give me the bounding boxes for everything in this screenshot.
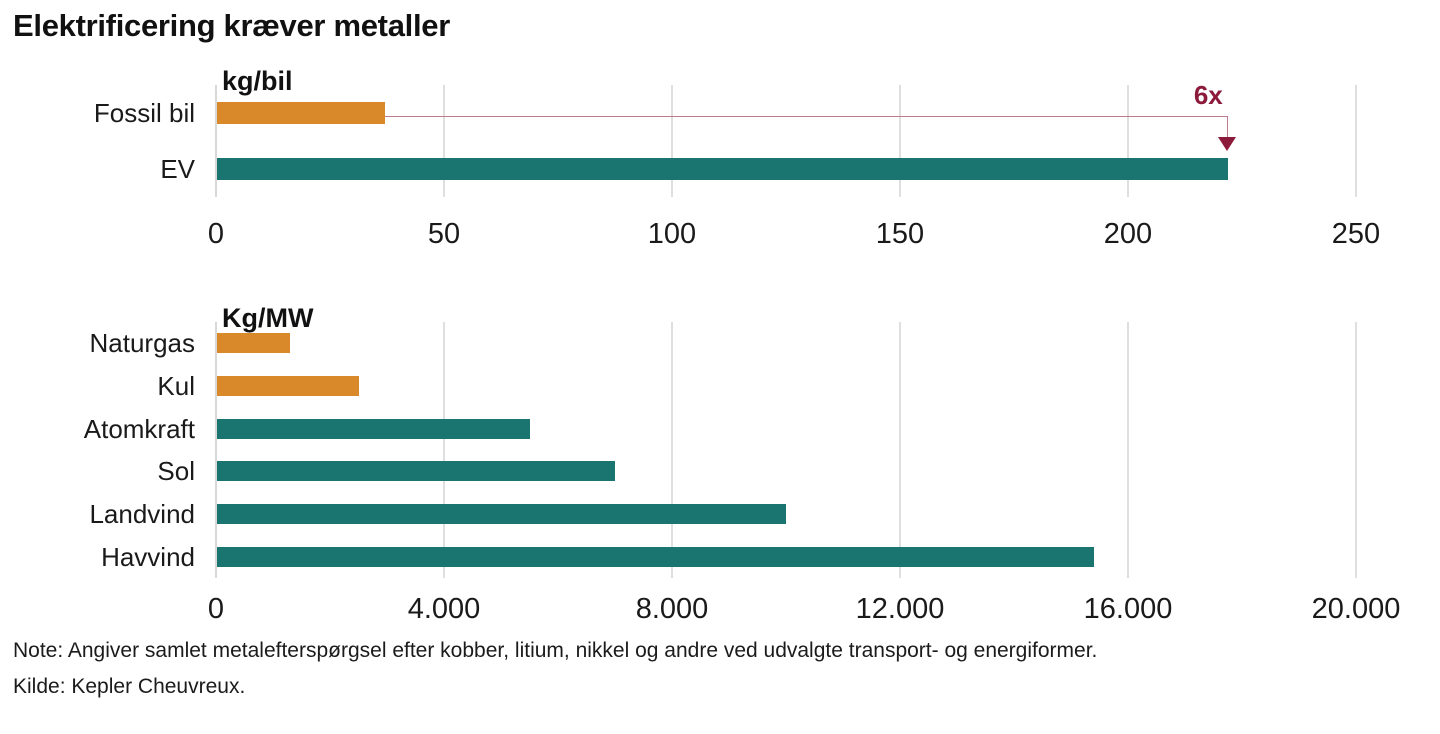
bar-atomkraft — [217, 418, 530, 439]
bar-havvind — [217, 546, 1094, 567]
gridline — [671, 322, 673, 578]
gridline — [1127, 85, 1129, 197]
gridline — [899, 85, 901, 197]
unit-label: kg/bil — [222, 66, 293, 96]
gridline — [1355, 322, 1357, 578]
gridline — [671, 85, 673, 197]
annotation-line-horizontal — [384, 115, 1229, 117]
bar-kul — [217, 376, 359, 397]
gridline — [443, 85, 445, 197]
tick-label: 20.000 — [1311, 593, 1401, 625]
category-label-havvind: Havvind — [101, 541, 195, 572]
tick-label: 8.000 — [635, 593, 709, 625]
annotation-label: 6x — [1193, 80, 1223, 110]
tick-label: 0 — [207, 593, 225, 625]
bar-fossil-bil — [217, 102, 385, 124]
tick-label: 150 — [875, 218, 925, 250]
tick-label: 50 — [427, 218, 461, 250]
tick-label: 200 — [1103, 218, 1153, 250]
gridline — [1127, 322, 1129, 578]
gridline — [899, 322, 901, 578]
bar-sol — [217, 461, 615, 482]
gridline — [443, 322, 445, 578]
category-label-landvind: Landvind — [89, 499, 195, 530]
bar-naturgas — [217, 333, 291, 354]
gridline — [1355, 85, 1357, 197]
axis-zero-line — [215, 85, 217, 197]
tick-label: 250 — [1331, 218, 1381, 250]
figure-title: Elektrificering kræver metaller — [13, 8, 450, 43]
tick-label: 12.000 — [855, 593, 945, 625]
annotation-line-vertical — [1226, 115, 1229, 138]
note-text: Note: Angiver samlet metalefterspørgsel … — [13, 639, 1098, 662]
category-label-atomkraft: Atomkraft — [83, 413, 195, 444]
category-label-sol: Sol — [157, 456, 195, 487]
bar-landvind — [217, 504, 786, 525]
category-label-kul: Kul — [157, 371, 195, 402]
tick-label: 0 — [207, 218, 225, 250]
tick-label: 4.000 — [407, 593, 481, 625]
unit-label: Kg/MW — [222, 303, 314, 333]
category-label-naturgas: Naturgas — [89, 328, 196, 359]
source-text: Kilde: Kepler Cheuvreux. — [13, 675, 246, 698]
axis-zero-line — [215, 322, 217, 578]
tick-label: 16.000 — [1083, 593, 1173, 625]
annotation-arrowhead-icon — [1218, 137, 1237, 151]
bar-ev — [217, 158, 1229, 180]
tick-label: 100 — [647, 218, 697, 250]
category-label-fossil-bil: Fossil bil — [93, 98, 195, 128]
category-label-ev: EV — [160, 154, 195, 184]
